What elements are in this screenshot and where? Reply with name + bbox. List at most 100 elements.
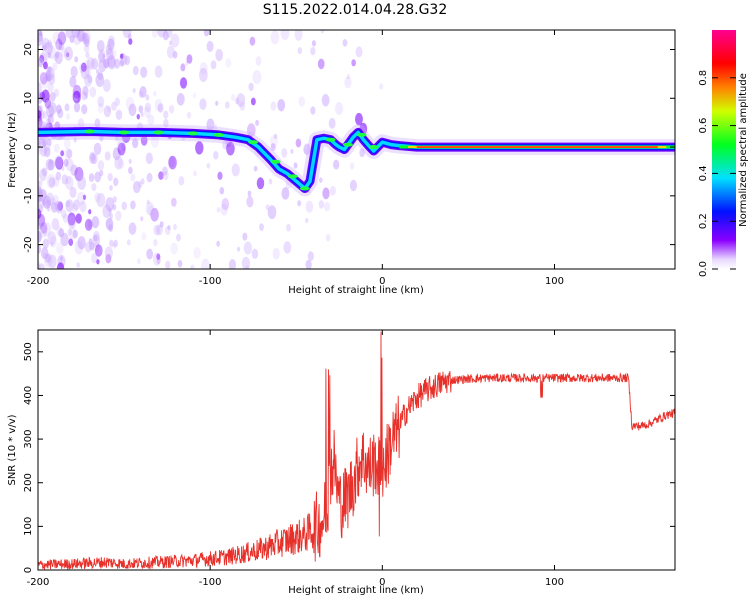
spectrogram-noise	[64, 103, 70, 112]
spectrogram-noise	[38, 208, 42, 220]
spectrogram-noise	[119, 59, 125, 67]
spectrogram-noise	[256, 177, 265, 190]
spectrogram-noise	[239, 101, 246, 111]
spectrogram-noise	[252, 69, 262, 85]
spectrogram-noise	[95, 68, 100, 74]
spectrogram-noise	[52, 176, 60, 188]
spectrogram-noise	[310, 106, 316, 115]
spectrogram-noise	[140, 135, 148, 146]
spectrogram-noise	[283, 241, 292, 254]
spectrogram-noise	[379, 83, 384, 90]
spectrogram-noise	[84, 241, 92, 253]
spectrogram-noise	[145, 94, 150, 101]
spectrogram-noise	[57, 108, 64, 119]
spectrogram-marks	[38, 30, 675, 269]
spectrogram-noise	[297, 47, 303, 55]
track-peak	[342, 142, 353, 147]
spectrogram-noise	[70, 65, 78, 78]
spectrogram-noise	[88, 209, 92, 215]
spectrogram-noise	[146, 199, 150, 205]
spectrogram-noise	[112, 242, 117, 249]
spectrogram-noise	[217, 171, 223, 180]
colorbar: 0.0 0.2 0.4 0.6 0.8 Normalized spectral ampl…	[698, 30, 749, 277]
spectrogram-noise	[88, 238, 93, 245]
spectrogram-noise	[89, 86, 97, 98]
track-peak	[356, 132, 367, 137]
spectrogram-noise	[76, 191, 86, 206]
spectrogram-noise	[81, 91, 88, 101]
spectrogram-noise	[270, 101, 277, 111]
spectrogram-noise	[168, 40, 173, 46]
spectrogram-noise	[41, 37, 50, 50]
spectrogram-noise	[38, 244, 42, 254]
spectrogram-noise	[199, 62, 208, 75]
spectrogram-noise	[122, 30, 132, 39]
spectrogram-noise	[91, 216, 100, 229]
snr-xtick-label: -200	[27, 577, 50, 588]
spectrogram-noise	[166, 45, 175, 59]
spectrogram-noise	[147, 204, 155, 216]
spectrogram-noise	[38, 220, 44, 230]
spectrogram-noise	[290, 148, 294, 154]
spectrogram-noise	[90, 153, 98, 165]
spectrogram-noise	[84, 93, 89, 99]
spectrogram-noise	[55, 38, 63, 51]
spectrogram-noise	[72, 84, 82, 99]
spectrogram-noise	[236, 246, 241, 252]
spectrogram-noise	[140, 178, 145, 185]
spectrogram-noise	[172, 50, 178, 59]
spectrogram-noise	[298, 96, 306, 107]
spectrogram-noise	[311, 40, 316, 47]
spectrogram-noise	[126, 239, 131, 246]
spectrogram-noise	[84, 65, 92, 78]
spectrogram-noise	[63, 158, 69, 167]
spectrogram-noise	[219, 187, 225, 195]
spectrogram-noise	[180, 63, 186, 72]
spectrogram-noise	[186, 54, 193, 64]
spectrogram-noise	[193, 170, 197, 177]
spectrogram-noise	[95, 73, 105, 88]
spectrogram-noise	[246, 123, 256, 138]
spectrogram-noise	[47, 113, 54, 125]
spectrogram-noise	[72, 31, 82, 46]
spectrogram-noise	[281, 187, 290, 200]
spectrogram-noise	[140, 216, 144, 222]
spectrogram-noise	[59, 255, 64, 262]
spectrogram-noise	[206, 40, 214, 52]
spectrogram-noise	[97, 160, 105, 171]
spectrogram-noise	[151, 30, 158, 38]
spectrogram-ylabel: Frequency (Hz)	[7, 112, 18, 188]
spectrogram-noise	[154, 98, 163, 111]
spectrogram-noise	[82, 39, 86, 45]
spectrogram-noise	[102, 53, 106, 59]
spectrogram-noise	[91, 252, 98, 264]
spectrogram-noise	[246, 196, 254, 208]
colorbar-tick-label: 0.2	[698, 213, 709, 229]
spectrogram-noise	[213, 150, 219, 160]
spectrogram-ytick-label: 20	[23, 43, 34, 56]
spectrogram-noise	[156, 253, 161, 260]
spectrogram-noise	[125, 96, 135, 111]
spectrogram-noise	[49, 92, 56, 102]
spectrogram-noise	[119, 53, 124, 59]
spectrogram-noise	[52, 31, 61, 45]
colorbar-tick-label: 0.4	[698, 165, 709, 181]
spectrogram-noise	[138, 105, 144, 113]
spectrogram-noise	[344, 76, 352, 89]
spectrogram-noise	[346, 73, 351, 80]
spectrogram-noise	[47, 39, 53, 48]
snr-xlabel: Height of straight line (km)	[288, 585, 424, 596]
spectrogram-noise	[249, 36, 256, 46]
spectrogram-noise	[185, 61, 189, 66]
spectrogram-noise	[168, 156, 176, 168]
track-peak	[368, 145, 379, 150]
spectrogram-noise	[335, 102, 344, 115]
spectrogram-noise	[80, 62, 87, 72]
spectrogram-noise	[62, 213, 69, 223]
spectrogram-noise	[322, 187, 330, 200]
track-peak	[213, 132, 224, 137]
spectrogram-noise	[96, 40, 105, 53]
spectrogram-noise	[64, 176, 74, 190]
spectrogram-xtick-label: -200	[27, 276, 50, 287]
